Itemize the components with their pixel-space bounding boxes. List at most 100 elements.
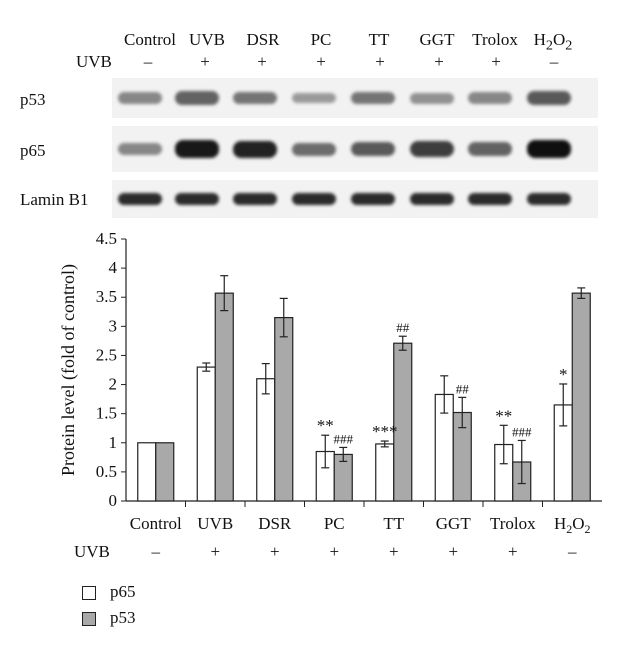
- uvb-sign: –: [549, 52, 559, 71]
- blot-band: [118, 143, 162, 155]
- blot-row-label-p65: p65: [20, 141, 46, 160]
- uvb-sign: –: [567, 542, 577, 561]
- x-tick-label: H2O2: [554, 514, 591, 536]
- uvb-sign: +: [257, 52, 267, 71]
- y-tick-label: 2.5: [96, 345, 117, 364]
- bar-p53: [571, 292, 591, 502]
- uvb-sign: –: [151, 542, 161, 561]
- lane-label: TT: [368, 30, 390, 49]
- legend-swatch-p53: [82, 612, 96, 627]
- uvb-sign: +: [491, 52, 501, 71]
- lane-label: DSR: [246, 30, 280, 49]
- x-tick-label: TT: [383, 514, 404, 533]
- y-tick-label: 3.5: [96, 287, 117, 306]
- legend-swatch-p65: [82, 586, 96, 601]
- y-tick-label: 2: [109, 375, 118, 394]
- x-tick-label: Control: [130, 514, 182, 533]
- uvb-row-label: UVB: [74, 542, 110, 561]
- bar-p65: [375, 443, 395, 502]
- blot-band: [468, 193, 512, 205]
- blot-band: [233, 91, 277, 105]
- blot-band: [527, 193, 571, 205]
- uvb-sign: –: [143, 52, 153, 71]
- significance-label: *: [559, 365, 568, 384]
- x-tick-label: GGT: [436, 514, 472, 533]
- blot-band: [175, 140, 219, 158]
- lane-label: Trolox: [472, 30, 518, 49]
- legend-label-p65: p65: [110, 582, 136, 601]
- blot-band: [527, 91, 571, 105]
- uvb-sign: +: [200, 52, 210, 71]
- blot-band: [351, 142, 395, 156]
- bar-p53: [155, 442, 175, 502]
- lane-label: GGT: [419, 30, 455, 49]
- blot-band: [351, 193, 395, 205]
- significance-label: ###: [512, 424, 532, 439]
- x-tick-label: Trolox: [490, 514, 536, 533]
- blot-band: [292, 92, 336, 104]
- blot-strip-p53: [112, 78, 598, 118]
- lane-label: Control: [124, 30, 176, 49]
- y-tick-label: 0: [109, 491, 118, 510]
- uvb-sign: +: [375, 52, 385, 71]
- y-tick-label: 4: [109, 258, 118, 277]
- chart-labels: Control–UVB+DSR+**###PC+***##TT+##GGT+**…: [74, 320, 591, 561]
- blot-band: [292, 193, 336, 205]
- blot-band: [410, 193, 454, 205]
- blot-band: [351, 91, 395, 105]
- y-tick-label: 0.5: [96, 462, 117, 481]
- lane-label-h2o2: H2O2: [533, 30, 573, 54]
- lane-label: UVB: [189, 30, 225, 49]
- legend-item-p53: p53: [82, 608, 136, 628]
- uvb-sign: +: [389, 542, 399, 561]
- blot-band: [233, 140, 277, 158]
- uvb-sign: +: [448, 542, 458, 561]
- blot-band: [233, 193, 277, 205]
- blot-band: [468, 92, 512, 104]
- x-tick-label: UVB: [197, 514, 233, 533]
- blot-band: [527, 140, 571, 158]
- bar-p65: [137, 442, 157, 502]
- bar-p53: [274, 317, 294, 502]
- blot-band: [175, 193, 219, 205]
- lane-label: PC: [310, 30, 332, 49]
- blot-band: [410, 92, 454, 104]
- chart-bars: [137, 275, 591, 502]
- uvb-sign: +: [434, 52, 444, 71]
- significance-label: ##: [456, 381, 470, 396]
- bar-p65: [256, 378, 276, 502]
- y-tick-label: 3: [109, 316, 118, 335]
- significance-label: **: [495, 406, 512, 425]
- legend-item-p65: p65: [82, 582, 136, 602]
- y-axis-label: Protein level (fold of control): [58, 264, 79, 476]
- blot-uvb-label: UVB: [76, 52, 112, 71]
- blot-band: [118, 193, 162, 205]
- significance-label: ***: [372, 422, 398, 441]
- blot-row-label-laminb1: Lamin B1: [20, 190, 89, 209]
- uvb-sign: +: [270, 542, 280, 561]
- blot-band: [175, 91, 219, 105]
- significance-label: ##: [396, 320, 410, 335]
- significance-label: **: [317, 416, 334, 435]
- blot-strip-laminb1: [112, 180, 598, 218]
- bar-chart: 0 0.5 1 1.5 2 2.5 3 3.5 4 4.5 Protein level (fold …: [58, 229, 602, 561]
- blot-band: [468, 142, 512, 156]
- y-tick-label: 1: [109, 433, 118, 452]
- significance-label: ###: [334, 431, 354, 446]
- x-tick-label: PC: [324, 514, 345, 533]
- bar-p53: [214, 292, 234, 502]
- blot-band: [410, 141, 454, 157]
- uvb-sign: +: [329, 542, 339, 561]
- uvb-sign: +: [508, 542, 518, 561]
- blot-row-label-p53: p53: [20, 90, 46, 109]
- bar-p65: [196, 366, 216, 502]
- x-tick-label: DSR: [258, 514, 292, 533]
- uvb-sign: +: [316, 52, 326, 71]
- blot-band: [118, 92, 162, 104]
- legend-label-p53: p53: [110, 608, 136, 627]
- y-tick-label: 1.5: [96, 404, 117, 423]
- blot-band: [292, 142, 336, 156]
- chart-axes: 0 0.5 1 1.5 2 2.5 3 3.5 4 4.5 Protein level (fold …: [58, 229, 602, 510]
- y-tick-label: 4.5: [96, 229, 117, 248]
- blot-strip-p65: [112, 126, 598, 172]
